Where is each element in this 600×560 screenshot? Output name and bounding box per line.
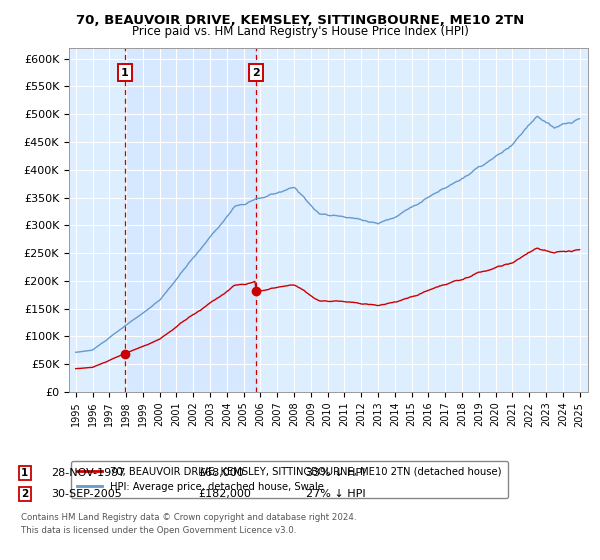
Text: 2: 2 (253, 68, 260, 78)
Text: Contains HM Land Registry data © Crown copyright and database right 2024.: Contains HM Land Registry data © Crown c… (21, 513, 356, 522)
Text: Price paid vs. HM Land Registry's House Price Index (HPI): Price paid vs. HM Land Registry's House … (131, 25, 469, 38)
Text: 1: 1 (21, 468, 28, 478)
Text: 2: 2 (21, 489, 28, 499)
Bar (125, 48, 256, 392)
Legend: 70, BEAUVOIR DRIVE, KEMSLEY, SITTINGBOURNE, ME10 2TN (detached house), HPI: Aver: 70, BEAUVOIR DRIVE, KEMSLEY, SITTINGBOUR… (71, 461, 508, 498)
Text: 27% ↓ HPI: 27% ↓ HPI (306, 489, 365, 499)
Text: £68,000: £68,000 (198, 468, 244, 478)
Text: 1: 1 (121, 68, 128, 78)
Text: 70, BEAUVOIR DRIVE, KEMSLEY, SITTINGBOURNE, ME10 2TN: 70, BEAUVOIR DRIVE, KEMSLEY, SITTINGBOUR… (76, 14, 524, 27)
Text: 33% ↓ HPI: 33% ↓ HPI (306, 468, 365, 478)
Text: 30-SEP-2005: 30-SEP-2005 (51, 489, 122, 499)
Text: 28-NOV-1997: 28-NOV-1997 (51, 468, 125, 478)
Text: £182,000: £182,000 (198, 489, 251, 499)
Text: This data is licensed under the Open Government Licence v3.0.: This data is licensed under the Open Gov… (21, 526, 296, 535)
